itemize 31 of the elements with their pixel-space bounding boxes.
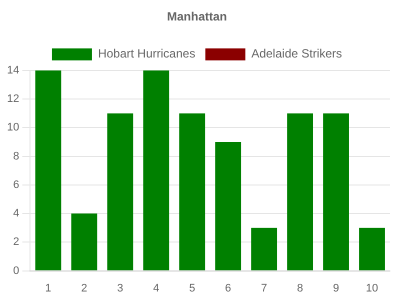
x-tick-label: 1 bbox=[45, 282, 52, 294]
x-tick-label: 6 bbox=[225, 282, 232, 294]
x-tick-label: 7 bbox=[261, 282, 268, 294]
bar bbox=[323, 113, 349, 270]
y-tick-label: 12 bbox=[6, 93, 20, 106]
legend-label: Adelaide Strikers bbox=[251, 46, 342, 61]
x-tick-label: 2 bbox=[81, 282, 88, 294]
bar bbox=[107, 113, 134, 270]
x-tick-label: 10 bbox=[366, 282, 378, 294]
x-tick-label: 3 bbox=[117, 282, 124, 294]
y-tick-label: 14 bbox=[6, 64, 20, 76]
y-tick-label: 6 bbox=[13, 178, 20, 191]
bar bbox=[35, 70, 62, 270]
bar bbox=[71, 214, 98, 270]
bar bbox=[143, 70, 170, 270]
bar bbox=[251, 228, 278, 270]
x-tick-label: 4 bbox=[153, 282, 160, 294]
y-tick-label: 8 bbox=[13, 150, 20, 162]
x-tick-label: 9 bbox=[332, 282, 340, 294]
y-tick-label: 0 bbox=[13, 264, 20, 277]
bar bbox=[215, 142, 242, 270]
bar bbox=[359, 228, 385, 270]
chart-title: Manhattan bbox=[167, 10, 227, 24]
bar bbox=[287, 113, 314, 270]
x-tick-label: 8 bbox=[296, 282, 304, 294]
y-tick-label: 4 bbox=[13, 208, 20, 220]
x-tick-label: 5 bbox=[189, 282, 196, 294]
legend-label: Hobart Hurricanes bbox=[98, 46, 196, 61]
y-tick-label: 2 bbox=[13, 236, 20, 248]
bar bbox=[179, 113, 206, 270]
y-tick-label: 10 bbox=[6, 122, 20, 134]
